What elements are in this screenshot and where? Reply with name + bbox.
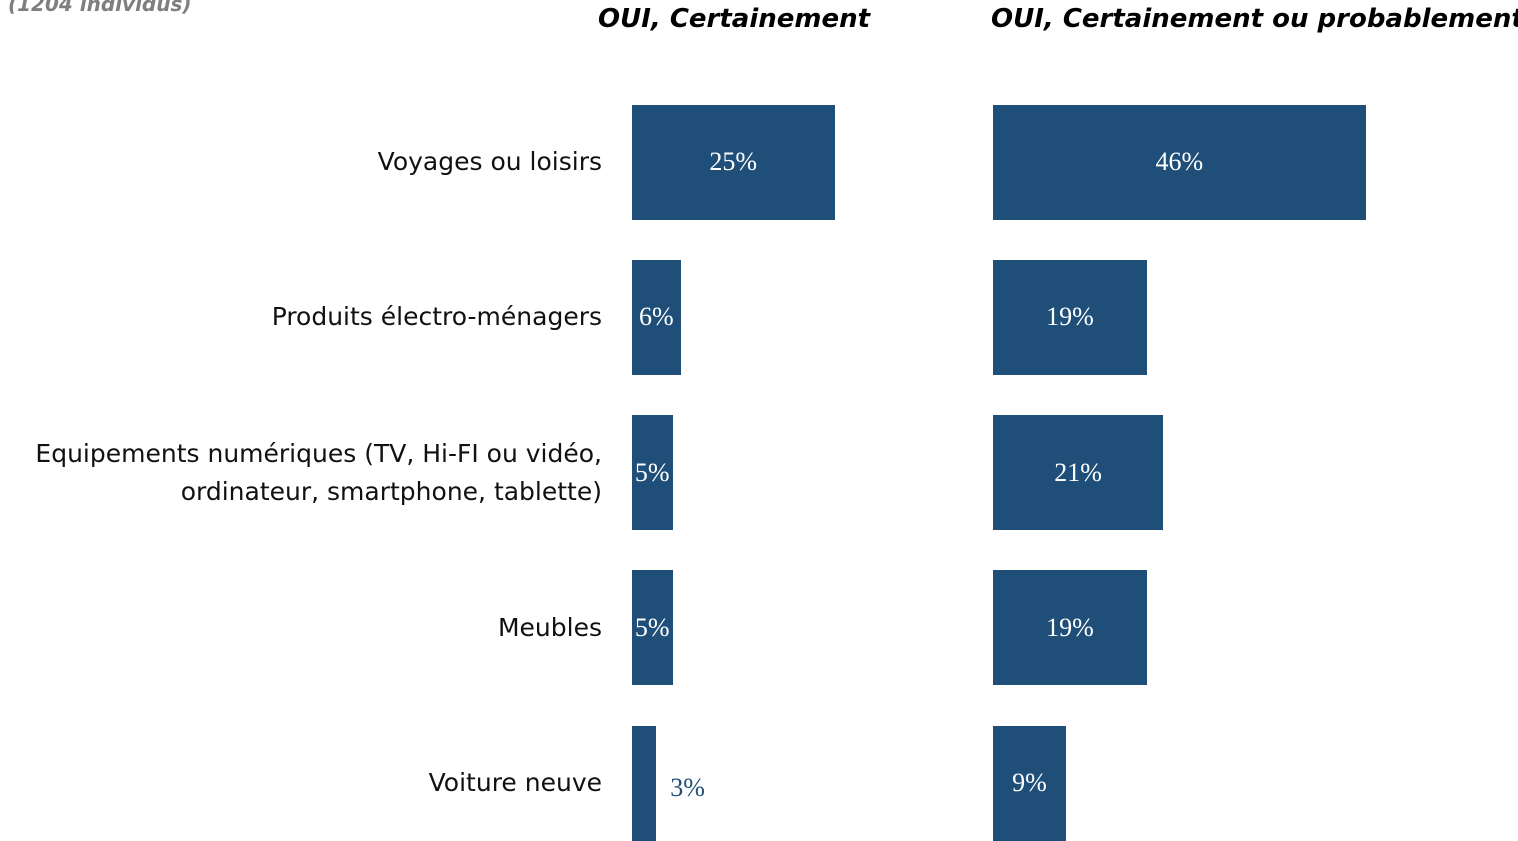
- value-label: 46%: [1155, 147, 1204, 176]
- value-label: 6%: [638, 302, 674, 332]
- category-label: Meubles: [497, 612, 602, 642]
- value-label: 25%: [709, 147, 758, 176]
- category-label: Voyages ou loisirs: [377, 147, 602, 176]
- category-label: Produits électro-ménagers: [271, 302, 602, 332]
- bar: [632, 725, 657, 841]
- bar: [993, 415, 1164, 531]
- subtitle: (1204 individus): [8, 0, 192, 16]
- bar: [993, 570, 1147, 686]
- bar: [993, 259, 1147, 375]
- bar: [632, 259, 681, 375]
- value-label: 9%: [1012, 768, 1047, 798]
- bar: [632, 104, 835, 220]
- value-label: 19%: [1046, 302, 1094, 332]
- value-label: 5%: [634, 457, 670, 487]
- value-label: 5%: [634, 612, 670, 642]
- panel-title: OUI, Certainement: [598, 4, 871, 34]
- panel-title: OUI, Certainement ou probablement: [991, 4, 1518, 34]
- value-label: 3%: [670, 773, 705, 803]
- bar: [632, 415, 673, 531]
- category-label: Voiture neuve: [428, 768, 602, 798]
- bar: [993, 104, 1366, 220]
- category-label: Equipements numériques (TV, Hi-FI ou vid…: [35, 438, 602, 506]
- bar: [632, 570, 673, 686]
- bar: [993, 725, 1066, 841]
- value-label: 21%: [1054, 457, 1102, 487]
- value-label: 19%: [1046, 612, 1094, 642]
